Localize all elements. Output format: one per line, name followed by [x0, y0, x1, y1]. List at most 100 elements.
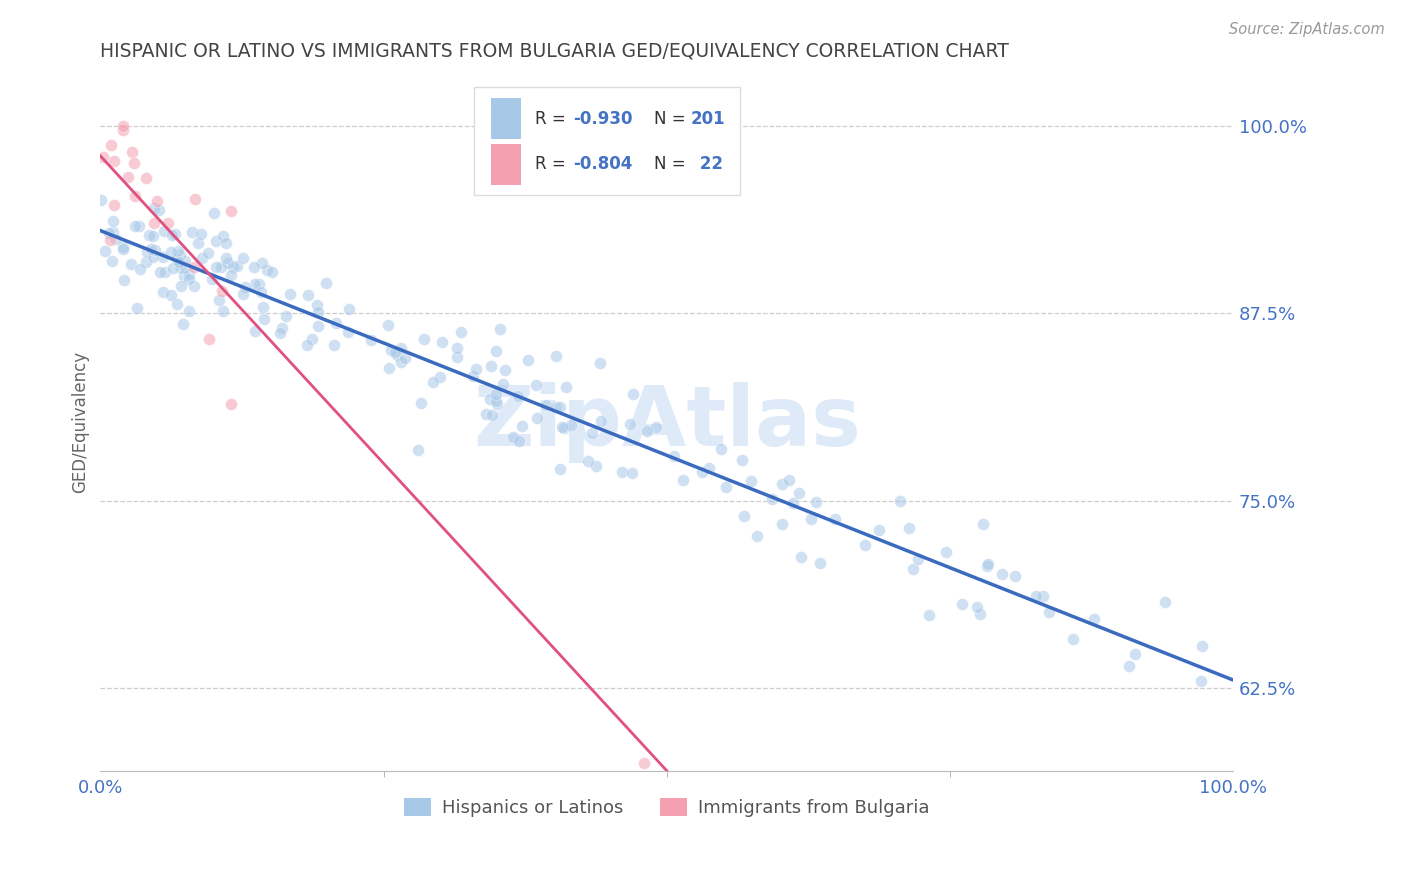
Point [337, 302, 360, 317]
Point [485, 386, 508, 401]
Point [553, 421, 575, 435]
Point [143, 216, 166, 230]
Point [804, 495, 827, 509]
Point [1032, 589, 1054, 603]
Point [585, 458, 607, 473]
Point [222, 260, 245, 274]
Point [644, 420, 666, 434]
Point [733, 509, 755, 524]
Point [103, 225, 125, 239]
Point [551, 420, 574, 434]
Point [179, 268, 201, 282]
Point [270, 320, 292, 334]
Point [411, 396, 433, 410]
Point [174, 254, 197, 268]
Point [524, 378, 547, 392]
Point [201, 272, 224, 286]
Point [111, 240, 134, 254]
Point [208, 293, 231, 307]
Point [226, 259, 249, 273]
Point [167, 255, 190, 269]
Point [740, 474, 762, 488]
Point [269, 326, 291, 340]
FancyBboxPatch shape [491, 144, 520, 185]
Point [620, 466, 643, 480]
Point [690, 465, 713, 479]
Point [889, 493, 911, 508]
Point [215, 252, 238, 266]
Point [969, 607, 991, 621]
Point [761, 491, 783, 506]
Point [256, 263, 278, 277]
Point [432, 334, 454, 349]
Point [146, 194, 169, 208]
Point [1123, 648, 1146, 662]
Point [159, 245, 181, 260]
Point [219, 397, 242, 411]
Point [492, 376, 515, 391]
Point [202, 206, 225, 220]
Point [697, 461, 720, 475]
Point [219, 203, 242, 218]
Point [187, 236, 209, 251]
Point [1062, 632, 1084, 647]
Point [315, 277, 337, 291]
Point [197, 246, 219, 260]
Point [149, 265, 172, 279]
Point [98, 227, 121, 241]
Point [770, 476, 793, 491]
Point [385, 348, 408, 362]
Point [589, 356, 612, 370]
Point [232, 286, 254, 301]
Point [167, 244, 190, 258]
Point [1038, 605, 1060, 619]
Point [145, 243, 167, 257]
Point [782, 496, 804, 510]
Point [274, 310, 297, 324]
Point [325, 316, 347, 330]
Point [307, 298, 329, 312]
Text: 22: 22 [695, 155, 723, 173]
Point [243, 260, 266, 274]
Point [215, 235, 238, 250]
Text: -0.804: -0.804 [572, 155, 633, 173]
Point [111, 119, 134, 133]
Point [868, 523, 890, 537]
Point [91, 150, 114, 164]
Point [510, 419, 533, 434]
Point [166, 297, 188, 311]
Point [465, 362, 488, 376]
Text: Source: ZipAtlas.com: Source: ZipAtlas.com [1229, 22, 1385, 37]
Point [211, 284, 233, 298]
Point [384, 345, 406, 359]
Point [90, 193, 112, 207]
Point [591, 414, 613, 428]
Point [124, 219, 146, 234]
Point [170, 260, 193, 275]
Text: ZipAtlas: ZipAtlas [472, 382, 860, 463]
Point [380, 343, 402, 357]
Point [100, 253, 122, 268]
Point [619, 417, 641, 432]
Point [935, 545, 957, 559]
Point [377, 318, 399, 333]
Point [478, 392, 501, 406]
Point [731, 453, 754, 467]
Point [205, 260, 228, 274]
Legend: Hispanics or Latinos, Immigrants from Bulgaria: Hispanics or Latinos, Immigrants from Bu… [396, 790, 936, 824]
Point [412, 332, 434, 346]
Point [391, 341, 413, 355]
Point [446, 350, 468, 364]
Point [787, 486, 810, 500]
Point [160, 228, 183, 243]
Point [1025, 590, 1047, 604]
Text: HISPANIC OR LATINO VS IMMIGRANTS FROM BULGARIA GED/EQUIVALENCY CORRELATION CHART: HISPANIC OR LATINO VS IMMIGRANTS FROM BU… [100, 42, 1010, 61]
Point [152, 224, 174, 238]
Point [450, 325, 472, 339]
Point [378, 360, 401, 375]
FancyBboxPatch shape [491, 98, 520, 139]
Point [120, 257, 142, 271]
Point [179, 303, 201, 318]
Point [977, 558, 1000, 572]
Point [157, 216, 180, 230]
